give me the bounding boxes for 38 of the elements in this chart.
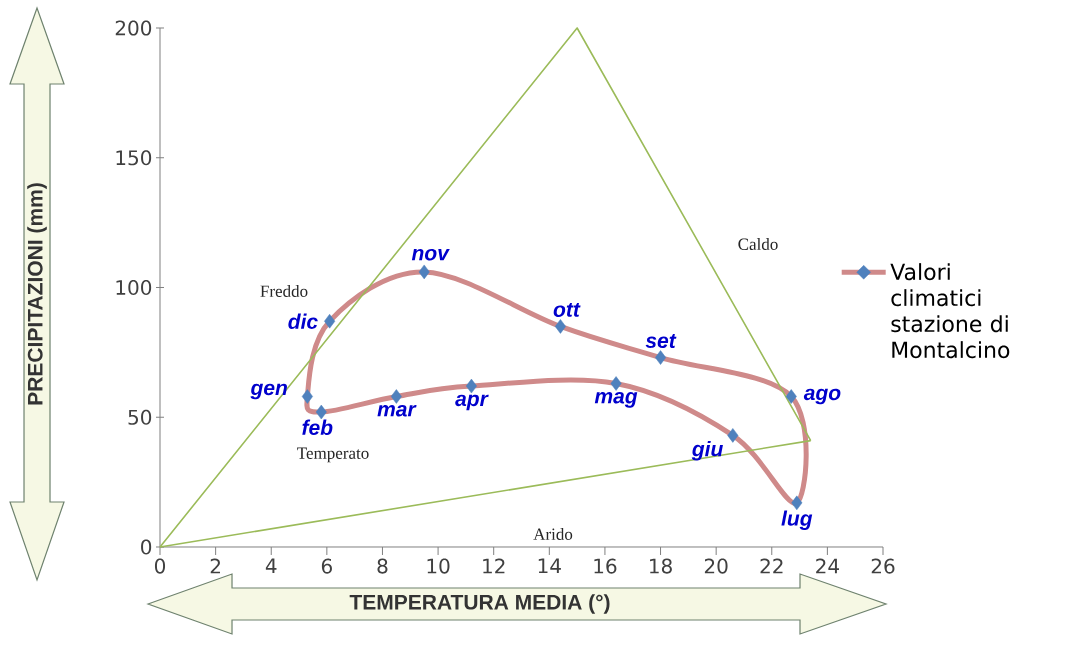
annotation: ago (803, 388, 841, 405)
x-tick-label: 26 (871, 558, 895, 574)
x-tick-label: 0 (154, 558, 166, 574)
annotation: mar (377, 405, 417, 417)
annotation: apr (455, 394, 489, 411)
annotation: lug (781, 510, 813, 530)
legend-label: Valori climatici stazione di Montalcino (890, 263, 1010, 359)
annotation: gen (250, 383, 287, 400)
annotation: Freddo (260, 285, 308, 297)
annotation: dic (288, 313, 318, 329)
x-tick-label: 2 (210, 558, 220, 574)
annotation: Caldo (738, 238, 778, 250)
x-tick-label: 24 (816, 558, 839, 574)
x-axis-title: TEMPERATURA MEDIA (°) (349, 594, 610, 614)
x-tick-label: 8 (377, 558, 388, 574)
x-tick-label: 18 (650, 558, 672, 574)
annotation: Arido (533, 528, 573, 540)
y-tick-label: 200 (115, 20, 152, 36)
x-tick-label: 14 (538, 558, 561, 574)
x-tick-label: 20 (704, 558, 728, 574)
annotation: nov (411, 248, 450, 261)
annotation: Temperato (297, 447, 369, 463)
x-tick-label: 22 (760, 558, 783, 574)
y-tick-label: 50 (128, 409, 152, 425)
y-tick-label: 150 (116, 150, 152, 166)
x-tick-label: 12 (483, 558, 505, 574)
x-tick-label: 4 (265, 558, 277, 574)
annotation: ott (553, 302, 581, 317)
y-axis-title: PRECIPITAZIONI (mm) (27, 183, 47, 405)
x-tick-label: 16 (594, 558, 617, 574)
annotation: feb (302, 419, 333, 435)
annotation: giu (691, 440, 723, 461)
y-tick-label: 100 (116, 279, 152, 296)
y-tick-label: 0 (141, 539, 152, 555)
annotation: set (645, 334, 677, 349)
x-tick-label: 6 (321, 558, 332, 574)
x-tick-label: 10 (427, 558, 450, 574)
annotation: mag (594, 392, 638, 408)
